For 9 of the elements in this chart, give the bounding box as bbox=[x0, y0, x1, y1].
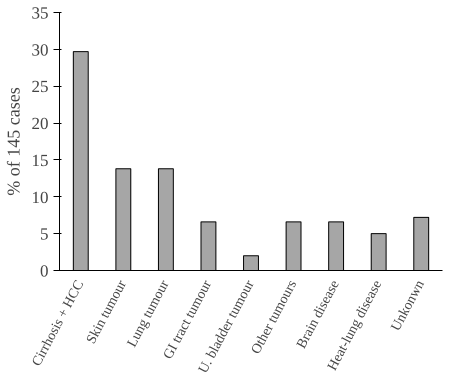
y-tick-label: 25 bbox=[32, 77, 48, 96]
y-tick-label: 0 bbox=[40, 262, 48, 280]
y-tick-label: 10 bbox=[32, 188, 48, 207]
y-tick-label: 20 bbox=[32, 114, 48, 134]
y-tick-label: 35 bbox=[32, 4, 48, 22]
y-tick-label: 30 bbox=[32, 40, 48, 60]
y-tick-label: 15 bbox=[32, 150, 48, 170]
y-tick-label: 5 bbox=[40, 224, 48, 244]
y-axis-title: % of 145 cases bbox=[4, 87, 24, 196]
